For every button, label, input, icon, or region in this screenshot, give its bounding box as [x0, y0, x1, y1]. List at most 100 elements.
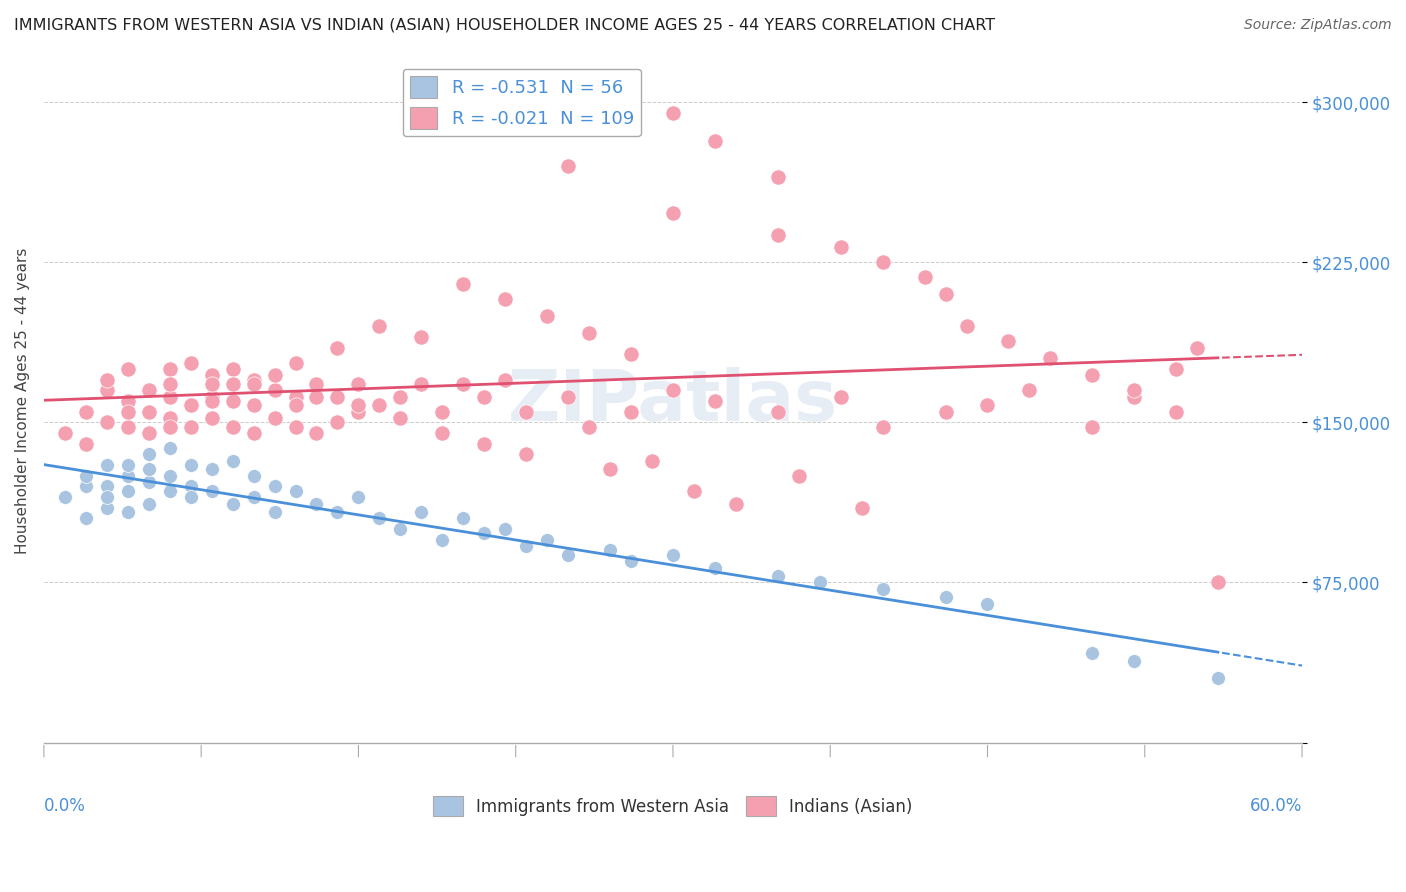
Point: [536, 533, 558, 547]
Point: [117, 394, 139, 409]
Point: [242, 373, 264, 387]
Point: [641, 454, 664, 468]
Point: [766, 569, 789, 583]
Point: [389, 522, 412, 536]
Point: [180, 490, 202, 504]
Point: [578, 326, 600, 340]
Point: [557, 390, 579, 404]
Point: [599, 462, 621, 476]
Point: [1166, 405, 1188, 419]
Point: [766, 405, 789, 419]
Point: [432, 426, 454, 441]
Point: [955, 319, 977, 334]
Point: [368, 398, 391, 412]
Point: [201, 390, 224, 404]
Point: [703, 394, 725, 409]
Point: [766, 227, 789, 242]
Point: [159, 411, 181, 425]
Point: [138, 405, 160, 419]
Point: [389, 411, 412, 425]
Text: 60.0%: 60.0%: [1250, 797, 1302, 815]
Point: [411, 376, 433, 391]
Point: [872, 419, 894, 434]
Point: [326, 416, 349, 430]
Point: [201, 394, 224, 409]
Point: [1123, 384, 1146, 398]
Point: [75, 511, 97, 525]
Point: [96, 479, 118, 493]
Point: [117, 458, 139, 472]
Point: [599, 543, 621, 558]
Point: [326, 341, 349, 355]
Point: [96, 458, 118, 472]
Point: [578, 419, 600, 434]
Point: [472, 526, 495, 541]
Point: [347, 405, 370, 419]
Point: [1039, 351, 1062, 366]
Point: [180, 398, 202, 412]
Point: [159, 376, 181, 391]
Point: [117, 468, 139, 483]
Point: [159, 441, 181, 455]
Point: [347, 490, 370, 504]
Point: [432, 405, 454, 419]
Point: [305, 390, 328, 404]
Point: [138, 426, 160, 441]
Text: IMMIGRANTS FROM WESTERN ASIA VS INDIAN (ASIAN) HOUSEHOLDER INCOME AGES 25 - 44 Y: IMMIGRANTS FROM WESTERN ASIA VS INDIAN (…: [14, 18, 995, 33]
Point: [263, 384, 285, 398]
Point: [830, 390, 852, 404]
Point: [53, 426, 76, 441]
Point: [935, 287, 957, 301]
Point: [117, 362, 139, 376]
Point: [159, 468, 181, 483]
Point: [201, 462, 224, 476]
Point: [284, 356, 307, 370]
Point: [180, 398, 202, 412]
Point: [96, 373, 118, 387]
Point: [305, 496, 328, 510]
Point: [284, 483, 307, 498]
Point: [180, 356, 202, 370]
Point: [1206, 575, 1229, 590]
Point: [326, 505, 349, 519]
Point: [976, 597, 998, 611]
Point: [557, 159, 579, 173]
Point: [263, 368, 285, 383]
Point: [683, 483, 706, 498]
Point: [620, 554, 643, 568]
Point: [117, 483, 139, 498]
Point: [620, 405, 643, 419]
Point: [242, 376, 264, 391]
Point: [221, 394, 243, 409]
Point: [221, 454, 243, 468]
Point: [411, 505, 433, 519]
Point: [935, 591, 957, 605]
Point: [180, 419, 202, 434]
Point: [159, 483, 181, 498]
Y-axis label: Householder Income Ages 25 - 44 years: Householder Income Ages 25 - 44 years: [15, 248, 30, 554]
Point: [75, 436, 97, 450]
Point: [1018, 384, 1040, 398]
Point: [201, 483, 224, 498]
Point: [180, 458, 202, 472]
Point: [766, 169, 789, 184]
Point: [1206, 672, 1229, 686]
Point: [494, 373, 516, 387]
Point: [263, 479, 285, 493]
Point: [1081, 419, 1104, 434]
Point: [180, 479, 202, 493]
Legend: Immigrants from Western Asia, Indians (Asian): Immigrants from Western Asia, Indians (A…: [426, 789, 920, 823]
Point: [138, 496, 160, 510]
Point: [221, 496, 243, 510]
Point: [75, 468, 97, 483]
Point: [242, 398, 264, 412]
Point: [935, 405, 957, 419]
Point: [620, 347, 643, 361]
Point: [201, 376, 224, 391]
Point: [451, 376, 474, 391]
Point: [976, 398, 998, 412]
Point: [1185, 341, 1208, 355]
Point: [451, 511, 474, 525]
Point: [472, 390, 495, 404]
Point: [75, 436, 97, 450]
